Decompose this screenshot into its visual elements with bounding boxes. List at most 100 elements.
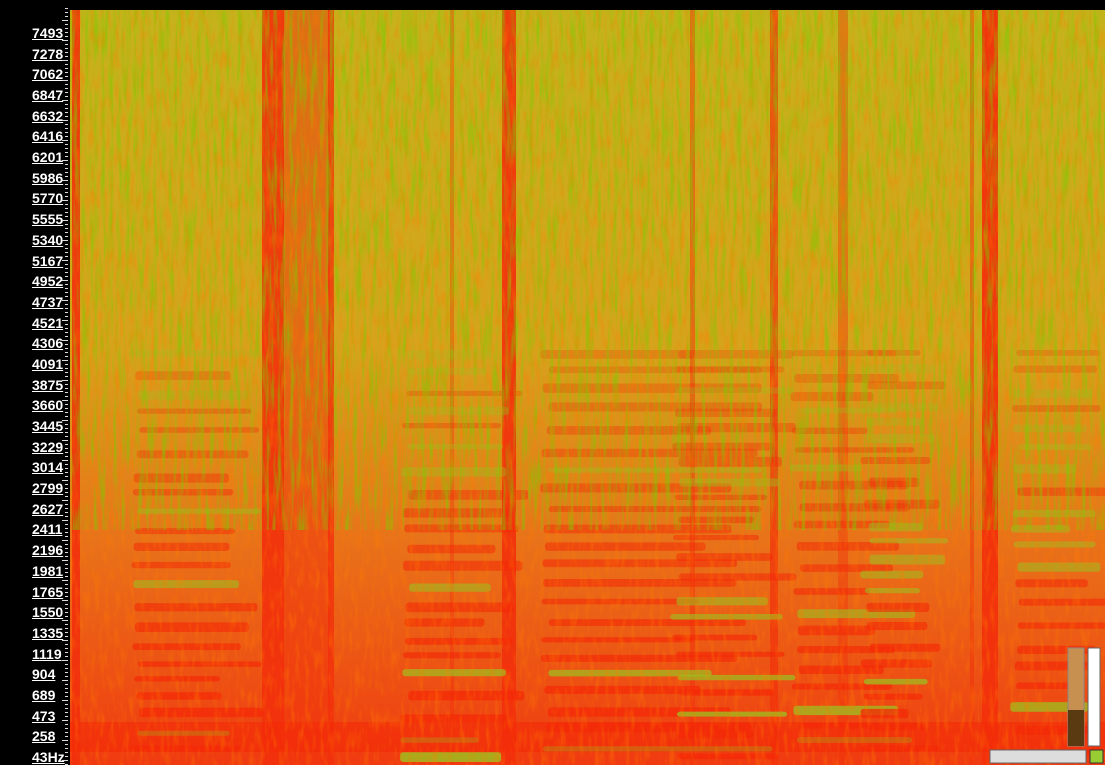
frequency-label: 4306 <box>32 335 64 352</box>
frequency-axis: 7493 7278 7062 6847 6632 6416 6201 5986 5770 5555… <box>0 0 70 765</box>
axis-tick <box>65 476 68 477</box>
axis-tick <box>65 456 68 457</box>
axis-tick <box>65 648 68 649</box>
time-zoom[interactable] <box>989 749 1087 764</box>
axis-tick <box>65 696 68 697</box>
zoom-slider[interactable] <box>1087 647 1101 747</box>
frequency-label: 6201 <box>32 149 64 166</box>
axis-tick <box>65 652 68 653</box>
axis-tick <box>65 428 68 429</box>
axis-tick <box>65 72 68 73</box>
axis-tick <box>65 16 68 17</box>
axis-tick <box>62 120 68 121</box>
frequency-label: 1119 <box>32 645 62 662</box>
axis-tick <box>65 376 68 377</box>
axis-tick <box>62 540 68 541</box>
axis-tick <box>65 496 68 497</box>
axis-tick <box>62 220 68 221</box>
axis-tick <box>62 760 68 761</box>
axis-tick <box>65 272 68 273</box>
axis-tick <box>65 144 68 145</box>
spectrogram <box>70 10 1105 765</box>
axis-tick <box>65 292 68 293</box>
axis-tick <box>65 316 68 317</box>
frequency-label: 4521 <box>32 314 64 331</box>
toggle-button[interactable] <box>1089 749 1104 764</box>
axis-tick <box>65 532 68 533</box>
axis-tick <box>62 680 68 681</box>
noise-texture <box>70 10 1105 765</box>
axis-tick <box>65 56 68 57</box>
axis-tick <box>65 148 68 149</box>
frequency-label: 6847 <box>32 87 64 104</box>
axis-tick <box>62 160 68 161</box>
axis-tick <box>65 544 68 545</box>
axis-tick <box>62 40 68 41</box>
axis-tick <box>65 508 68 509</box>
frequency-label: 2411 <box>32 521 63 538</box>
axis-tick <box>62 400 68 401</box>
axis-tick <box>65 704 68 705</box>
axis-tick <box>65 212 68 213</box>
frequency-label: 258 <box>32 728 56 745</box>
frequency-label: 1981 <box>32 562 64 579</box>
axis-tick <box>62 200 68 201</box>
axis-tick <box>65 236 68 237</box>
axis-tick <box>65 464 68 465</box>
frequency-label: 1765 <box>32 583 64 600</box>
frequency-label: 3875 <box>32 376 64 393</box>
axis-tick <box>65 168 68 169</box>
axis-tick <box>65 352 68 353</box>
axis-tick <box>62 640 68 641</box>
axis-tick <box>62 380 68 381</box>
axis-tick <box>65 536 68 537</box>
axis-tick <box>65 32 68 33</box>
axis-tick <box>62 420 68 421</box>
axis-tick <box>62 500 68 501</box>
frequency-label: 7493 <box>32 25 64 41</box>
axis-tick <box>65 304 68 305</box>
axis-tick <box>65 164 68 165</box>
axis-tick <box>65 492 68 493</box>
axis-tick <box>65 524 68 525</box>
axis-tick <box>65 724 68 725</box>
frequency-label: 1335 <box>32 624 64 641</box>
frequency-label: 7062 <box>32 66 64 83</box>
frequency-label: 4091 <box>32 355 64 372</box>
axis-tick <box>62 440 68 441</box>
axis-tick <box>65 28 68 29</box>
axis-tick <box>65 96 68 97</box>
axis-tick <box>65 44 68 45</box>
axis-tick <box>65 188 68 189</box>
axis-tick <box>65 592 68 593</box>
axis-tick <box>65 312 68 313</box>
frequency-label: 473 <box>32 707 56 724</box>
axis-tick <box>65 208 68 209</box>
frequency-label: 3445 <box>32 418 64 435</box>
axis-tick <box>65 192 68 193</box>
axis-tick <box>65 556 68 557</box>
axis-tick <box>65 92 68 93</box>
frequency-label: 5986 <box>32 169 64 186</box>
frequency-label: 1550 <box>32 604 64 621</box>
axis-tick <box>65 708 68 709</box>
frequency-label: 7278 <box>32 45 64 62</box>
axis-tick <box>62 360 68 361</box>
axis-tick <box>65 528 68 529</box>
frequency-label: 43Hz <box>32 749 65 765</box>
axis-tick <box>65 516 68 517</box>
axis-tick <box>65 116 68 117</box>
axis-tick <box>62 620 68 621</box>
axis-tick <box>65 332 68 333</box>
axis-tick <box>65 736 68 737</box>
frequency-label: 6416 <box>32 128 64 145</box>
frequency-label: 4737 <box>32 293 64 310</box>
axis-tick <box>65 392 68 393</box>
axis-tick <box>65 384 68 385</box>
axis-tick <box>62 600 68 601</box>
axis-tick <box>65 284 68 285</box>
frequency-label: 3014 <box>32 459 64 476</box>
axis-tick <box>65 604 68 605</box>
axis-tick <box>65 712 68 713</box>
